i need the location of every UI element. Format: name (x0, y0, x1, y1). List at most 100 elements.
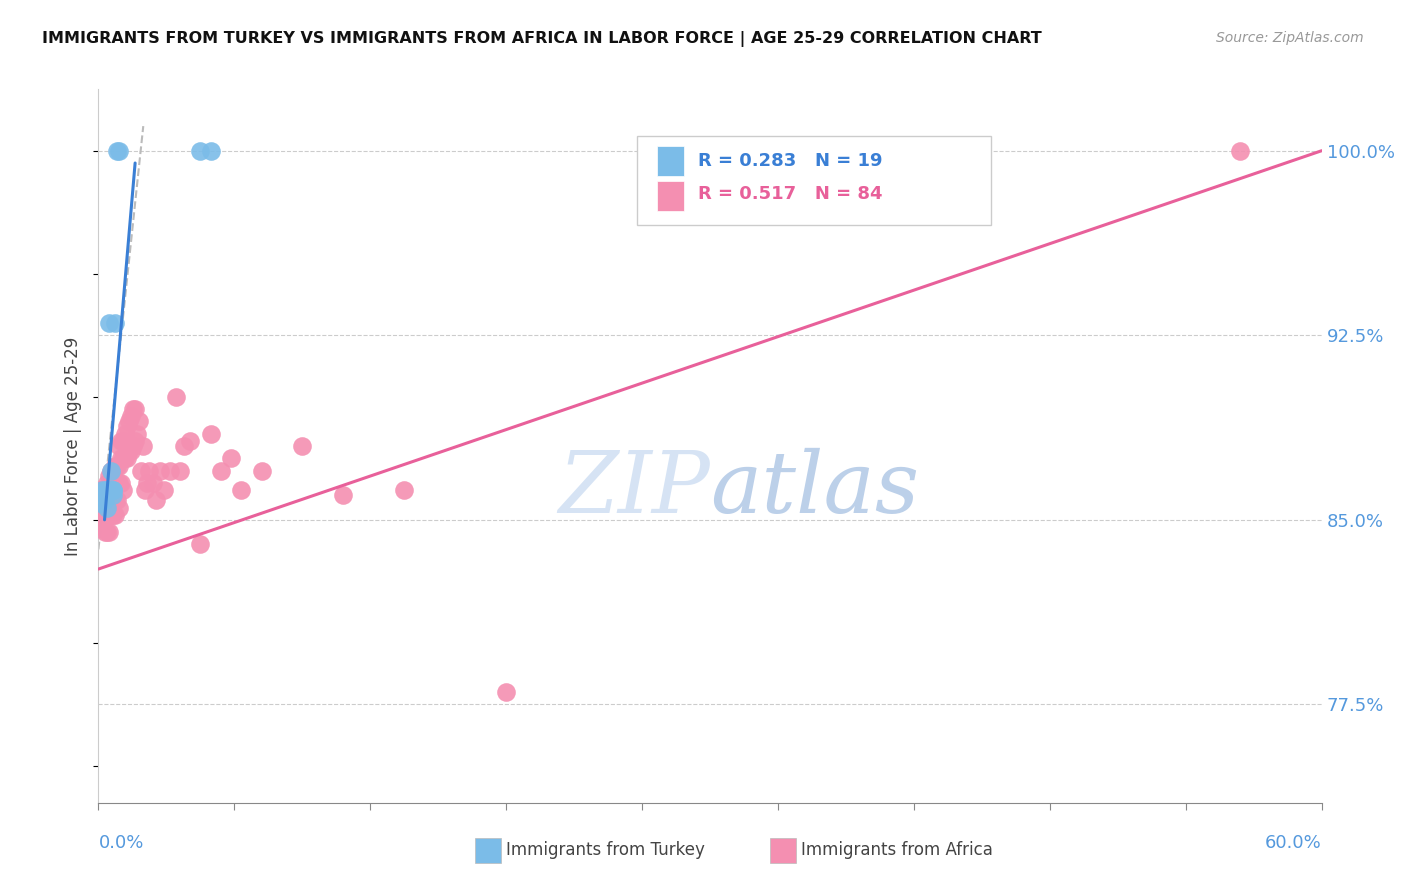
Point (104, 458, 127, 473)
Point (115, 419, 138, 434)
Point (93, 488, 115, 502)
Text: Source: ZipAtlas.com: Source: ZipAtlas.com (1216, 31, 1364, 45)
Point (1229, 144, 1251, 158)
Point (136, 475, 159, 490)
Point (93, 493, 115, 508)
Point (101, 508, 124, 522)
Point (104, 508, 127, 522)
Point (120, 409, 142, 424)
Point (100, 483, 122, 498)
Point (118, 414, 141, 428)
Y-axis label: In Labor Force | Age 25-29: In Labor Force | Age 25-29 (65, 336, 83, 556)
Point (96, 500, 118, 515)
Point (127, 426, 149, 441)
Point (97, 468, 120, 483)
Point (97, 493, 120, 508)
Point (200, 144, 222, 158)
Point (291, 439, 314, 453)
Point (111, 451, 134, 466)
Point (124, 434, 146, 448)
Point (93, 483, 115, 498)
Point (122, 402, 145, 417)
Point (111, 434, 134, 448)
Point (105, 475, 128, 490)
Point (108, 144, 131, 158)
Point (169, 464, 191, 478)
Point (89, 500, 111, 515)
Point (188, 537, 212, 551)
Point (110, 434, 132, 448)
Point (134, 483, 156, 498)
Point (173, 439, 195, 453)
Point (104, 493, 127, 508)
Point (101, 464, 124, 478)
Point (392, 483, 416, 498)
Point (108, 458, 131, 473)
Point (100, 475, 122, 490)
Point (231, 483, 253, 498)
Point (149, 464, 172, 478)
Point (96, 475, 118, 490)
Point (93, 525, 115, 540)
Point (100, 488, 122, 502)
Point (97, 508, 120, 522)
Point (101, 493, 124, 508)
Point (110, 451, 132, 466)
Point (132, 439, 155, 453)
Point (100, 464, 122, 478)
Point (105, 458, 128, 473)
Text: 60.0%: 60.0% (1265, 834, 1322, 852)
Point (91, 513, 114, 527)
FancyBboxPatch shape (637, 136, 991, 225)
Point (96, 483, 118, 498)
Point (101, 475, 124, 490)
Point (97, 316, 120, 330)
Point (100, 464, 122, 478)
Point (104, 316, 127, 330)
Point (97, 483, 120, 498)
Point (89, 483, 111, 498)
Point (96, 525, 118, 540)
Text: ZIP: ZIP (558, 448, 710, 530)
Point (101, 483, 124, 498)
Point (138, 464, 160, 478)
Text: Immigrants from Africa: Immigrants from Africa (801, 841, 993, 859)
Point (100, 508, 122, 522)
Point (89, 517, 111, 532)
Point (105, 144, 128, 158)
Point (120, 444, 142, 458)
Text: Immigrants from Turkey: Immigrants from Turkey (506, 841, 704, 859)
Point (111, 483, 134, 498)
Point (179, 434, 201, 448)
Point (332, 488, 354, 502)
Point (495, 685, 517, 699)
Point (105, 493, 128, 508)
Text: R = 0.283   N = 19: R = 0.283 N = 19 (697, 152, 883, 169)
Point (200, 426, 222, 441)
Point (110, 475, 132, 490)
Point (104, 475, 127, 490)
Point (118, 444, 141, 458)
Point (152, 483, 174, 498)
Point (114, 451, 136, 466)
Point (188, 144, 212, 158)
FancyBboxPatch shape (658, 180, 685, 211)
Point (89, 495, 111, 509)
Point (115, 451, 138, 466)
Point (114, 426, 136, 441)
Point (91, 483, 114, 498)
Point (219, 451, 242, 466)
Point (96, 483, 118, 498)
Point (93, 493, 115, 508)
Text: 0.0%: 0.0% (98, 834, 143, 852)
Point (108, 439, 131, 453)
Point (128, 414, 150, 428)
Point (93, 508, 115, 522)
Point (93, 483, 115, 498)
Text: atlas: atlas (710, 448, 920, 530)
Point (122, 439, 145, 453)
Point (108, 500, 131, 515)
FancyBboxPatch shape (658, 146, 685, 177)
Point (101, 483, 124, 498)
Point (124, 402, 146, 417)
